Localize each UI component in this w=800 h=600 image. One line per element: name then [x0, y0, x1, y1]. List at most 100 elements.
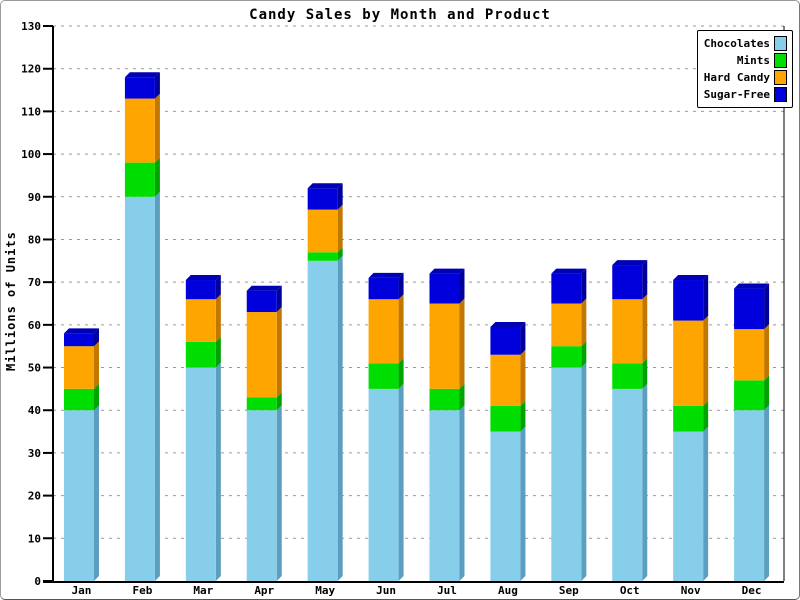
bar-side-Nov-Hard Candy: [703, 315, 709, 406]
x-tick-label-Apr: Apr: [254, 584, 274, 597]
bar-segment-Dec-Mints: [734, 380, 765, 411]
bar-side-Jun-Sugar-Free: [398, 272, 404, 300]
bar-side-Dec-Chocolates: [764, 405, 770, 581]
legend-item-Chocolates: Chocolates: [703, 35, 787, 52]
bar-side-Jul-Mints: [459, 383, 465, 411]
x-tick-label-Dec: Dec: [742, 584, 762, 597]
bar-side-Mar-Sugar-Free: [215, 275, 221, 300]
bar-side-Jun-Chocolates: [398, 383, 404, 581]
bar-segment-Feb-Sugar-Free: [124, 77, 155, 99]
legend-label: Sugar-Free: [703, 88, 770, 101]
legend-swatch-icon: [774, 36, 787, 51]
bar-segment-Dec-Chocolates: [734, 410, 765, 581]
bar-segment-Mar-Mints: [185, 341, 216, 368]
bar-segment-Sep-Hard Candy: [551, 303, 582, 347]
bar-segment-Oct-Sugar-Free: [612, 265, 643, 300]
bar-segment-Jul-Sugar-Free: [429, 273, 460, 304]
bar-side-Apr-Mints: [276, 392, 282, 411]
legend-label: Chocolates: [703, 37, 770, 50]
bar-segment-Jun-Chocolates: [368, 388, 399, 581]
bar-side-Oct-Chocolates: [642, 383, 648, 581]
x-tick-label-Oct: Oct: [620, 584, 640, 597]
bar-side-Aug-Hard Candy: [520, 349, 526, 406]
bar-segment-Jul-Hard Candy: [429, 303, 460, 389]
bar-segment-Oct-Hard Candy: [612, 299, 643, 364]
bar-segment-Nov-Hard Candy: [673, 320, 704, 406]
bar-side-Aug-Sugar-Free: [520, 321, 526, 355]
bar-side-Apr-Hard Candy: [276, 307, 282, 398]
bar-segment-Sep-Mints: [551, 346, 582, 368]
bar-top-Apr: [246, 285, 282, 291]
x-tick-label-Aug: Aug: [498, 584, 518, 597]
y-tick-label: 50: [28, 362, 41, 375]
bar-side-Jul-Sugar-Free: [459, 268, 465, 304]
y-tick-label: 110: [21, 105, 41, 118]
bar-segment-May-Hard Candy: [307, 209, 338, 253]
x-tick-label-Nov: Nov: [681, 584, 701, 597]
bar-side-Jan-Mints: [94, 383, 99, 411]
bar-top-Sep: [551, 268, 587, 274]
x-tick-label-Mar: Mar: [193, 584, 213, 597]
bar-top-May: [307, 183, 343, 189]
bar-segment-Jun-Mints: [368, 363, 399, 389]
bar-top-Jul: [429, 268, 465, 274]
legend-item-Hard Candy: Hard Candy: [703, 69, 787, 86]
bar-side-May-Chocolates: [337, 255, 343, 582]
bar-top-Feb: [124, 72, 160, 78]
bar-side-Jan-Hard Candy: [94, 341, 99, 389]
bar-side-Nov-Sugar-Free: [703, 275, 709, 321]
bar-segment-May-Chocolates: [307, 260, 338, 581]
bar-side-Jul-Hard Candy: [459, 298, 465, 389]
bar-top-Oct: [612, 260, 648, 266]
y-tick-label: 80: [28, 233, 41, 246]
chart-title: Candy Sales by Month and Product: [249, 7, 551, 23]
legend-item-Sugar-Free: Sugar-Free: [703, 86, 787, 103]
legend-label: Hard Candy: [703, 71, 770, 84]
bar-segment-May-Mints: [307, 252, 338, 261]
bar-side-Jun-Mints: [398, 358, 404, 389]
bar-segment-Apr-Hard Candy: [246, 312, 277, 398]
bar-segment-Nov-Chocolates: [673, 431, 704, 581]
bar-side-May-Mints: [337, 247, 343, 261]
bar-side-Feb-Sugar-Free: [154, 72, 160, 99]
bar-side-Mar-Hard Candy: [215, 294, 221, 342]
bar-side-Dec-Mints: [764, 375, 770, 411]
legend-swatch-icon: [774, 70, 787, 85]
bar-segment-Nov-Sugar-Free: [673, 280, 704, 321]
y-tick-label: 130: [21, 20, 41, 33]
x-tick-label-Jan: Jan: [72, 584, 92, 597]
bar-side-Feb-Hard Candy: [154, 93, 160, 163]
bar-side-Dec-Sugar-Free: [764, 283, 770, 330]
bar-side-Nov-Chocolates: [703, 426, 709, 581]
bar-side-Jun-Hard Candy: [398, 294, 404, 364]
bar-segment-Jan-Chocolates: [64, 410, 94, 581]
bar-segment-Feb-Chocolates: [124, 196, 155, 581]
bar-side-Dec-Hard Candy: [764, 324, 770, 381]
y-tick-label: 120: [21, 63, 41, 76]
y-tick-label: 40: [28, 404, 41, 417]
bar-side-Aug-Chocolates: [520, 426, 526, 581]
bar-segment-Aug-Sugar-Free: [490, 326, 521, 355]
bar-side-Sep-Chocolates: [581, 362, 587, 581]
y-tick-label: 90: [28, 191, 41, 204]
bar-side-Apr-Sugar-Free: [276, 285, 282, 313]
bar-top-Jun: [368, 272, 404, 278]
bar-segment-Jul-Mints: [429, 388, 460, 411]
y-tick-label: 20: [28, 490, 41, 503]
x-tick-label-Feb: Feb: [132, 584, 152, 597]
bar-segment-Aug-Chocolates: [490, 431, 521, 581]
bar-segment-Nov-Mints: [673, 405, 704, 432]
bar-segment-Mar-Hard Candy: [185, 299, 216, 342]
bar-side-May-Sugar-Free: [337, 183, 343, 210]
bar-segment-May-Sugar-Free: [307, 188, 338, 210]
bar-side-May-Hard Candy: [337, 204, 343, 253]
bar-segment-Dec-Hard Candy: [734, 329, 765, 381]
bar-segment-Oct-Chocolates: [612, 388, 643, 581]
bar-segment-Jun-Sugar-Free: [368, 277, 399, 300]
y-tick-label: 30: [28, 447, 41, 460]
bar-side-Mar-Mints: [215, 336, 221, 368]
bar-segment-Dec-Sugar-Free: [734, 288, 765, 330]
legend-label: Mints: [736, 54, 770, 67]
